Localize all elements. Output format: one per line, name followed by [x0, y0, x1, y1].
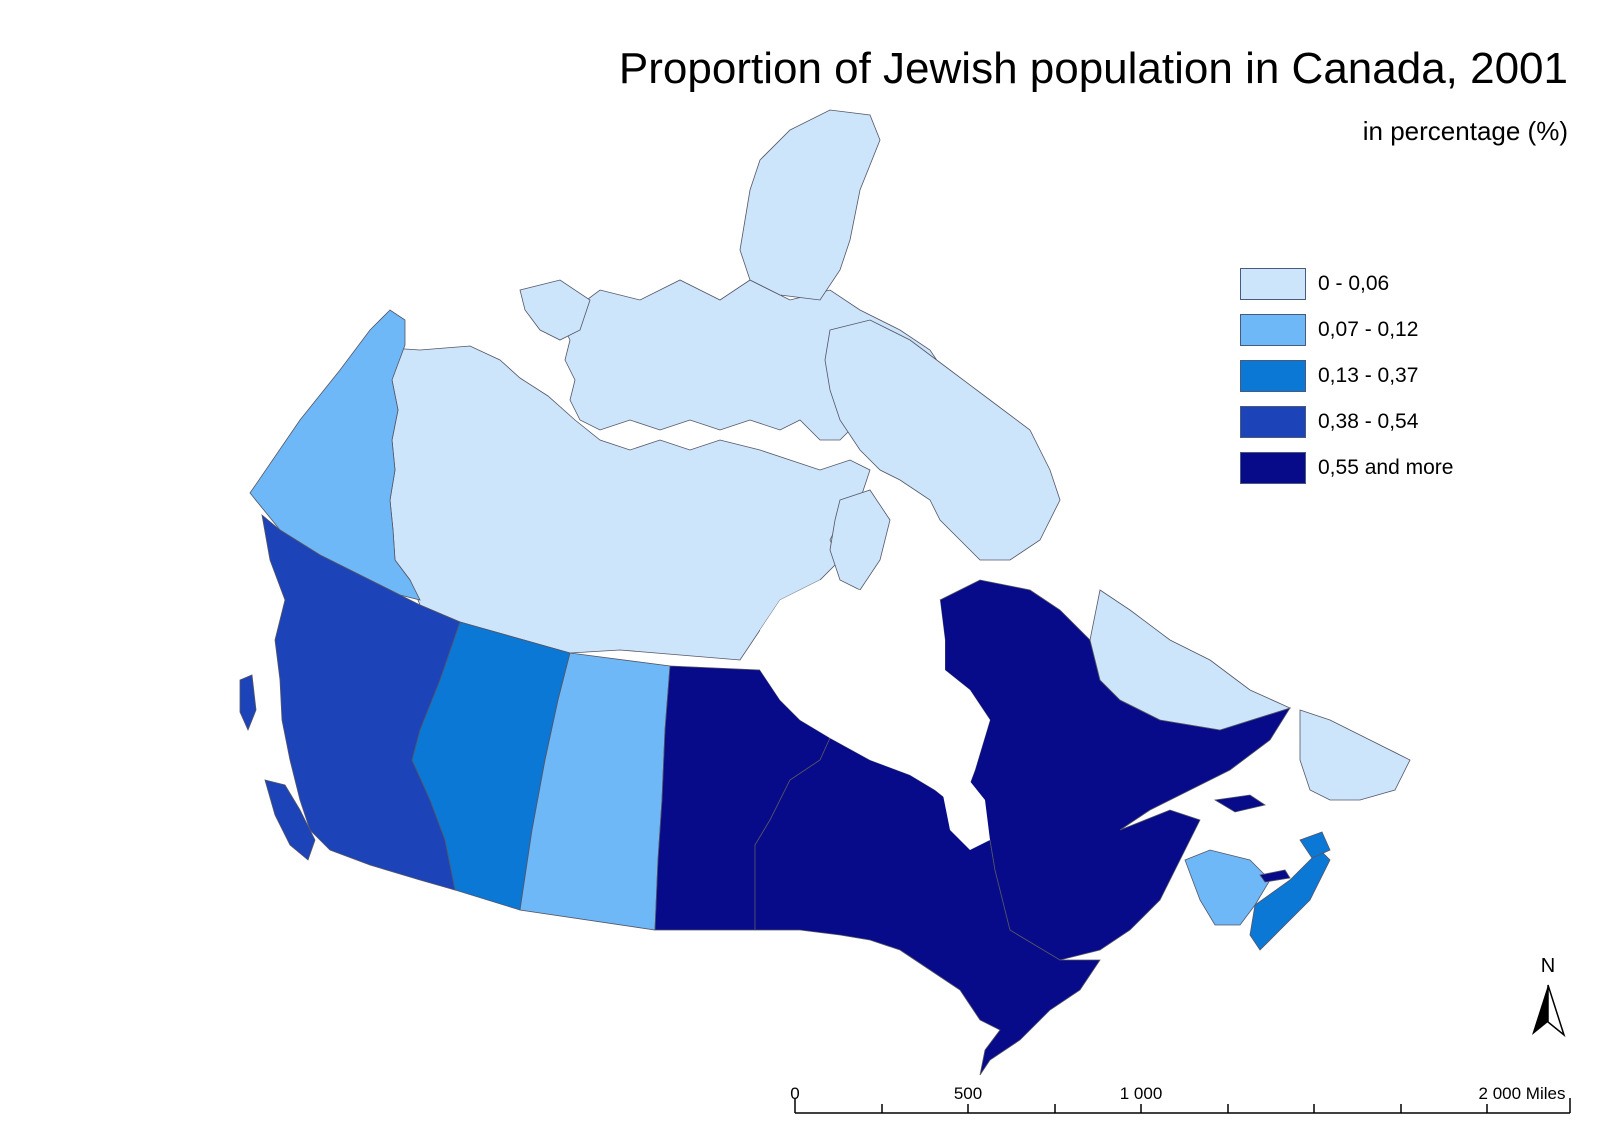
north-letter: N — [1540, 955, 1556, 977]
legend-item: 0,07 - 0,12 — [1240, 307, 1453, 353]
region-newfoundland — [1299, 709, 1411, 801]
legend-label: 0,55 and more — [1318, 456, 1454, 479]
scale-label-500: 500 — [953, 1084, 983, 1103]
region-west-arctic — [519, 279, 591, 341]
region-south-arctic-island — [829, 489, 891, 591]
legend-label: 0 - 0,06 — [1318, 272, 1390, 295]
legend: 0 - 0,06 0,07 - 0,12 0,13 - 0,37 0,38 - 0,5… — [1240, 261, 1453, 491]
legend-label: 0,07 - 0,12 — [1318, 318, 1419, 341]
region-baffin — [824, 319, 1061, 561]
james-bay — [940, 775, 990, 850]
region-bc-haida — [239, 674, 257, 732]
scale-label-2000: 2 000 Miles — [1478, 1084, 1566, 1103]
region-ellesmere — [739, 109, 881, 301]
legend-swatch — [1240, 360, 1306, 392]
legend-swatch — [1240, 406, 1306, 438]
map-subtitle: in percentage (%) — [1362, 116, 1568, 146]
region-nova-scotia — [1249, 849, 1331, 951]
region-pei — [1259, 869, 1291, 883]
region-anticosti — [1213, 794, 1266, 813]
region-bc-island — [264, 779, 316, 861]
legend-item: 0,38 - 0,54 — [1240, 399, 1453, 445]
scale-label-0: 0 — [790, 1084, 800, 1103]
legend-item: 0,55 and more — [1240, 445, 1453, 491]
scale-label-1000: 1 000 — [1119, 1084, 1163, 1103]
north-arrow-outline — [1547, 984, 1566, 1038]
legend-swatch — [1240, 452, 1306, 484]
north-arrow-icon — [1532, 985, 1548, 1035]
legend-item: 0 - 0,06 — [1240, 261, 1453, 307]
legend-item: 0,13 - 0,37 — [1240, 353, 1453, 399]
legend-label: 0,13 - 0,37 — [1318, 364, 1419, 387]
map-title: Proportion of Jewish population in Canad… — [618, 44, 1568, 93]
legend-label: 0,38 - 0,54 — [1318, 410, 1419, 433]
legend-swatch — [1240, 268, 1306, 300]
hudson-bay — [760, 580, 990, 810]
legend-swatch — [1240, 314, 1306, 346]
scale-bar — [794, 1098, 1571, 1114]
region-cape-breton — [1299, 831, 1331, 859]
region-labrador — [1089, 589, 1292, 731]
north-arrow: N — [1528, 955, 1568, 1037]
